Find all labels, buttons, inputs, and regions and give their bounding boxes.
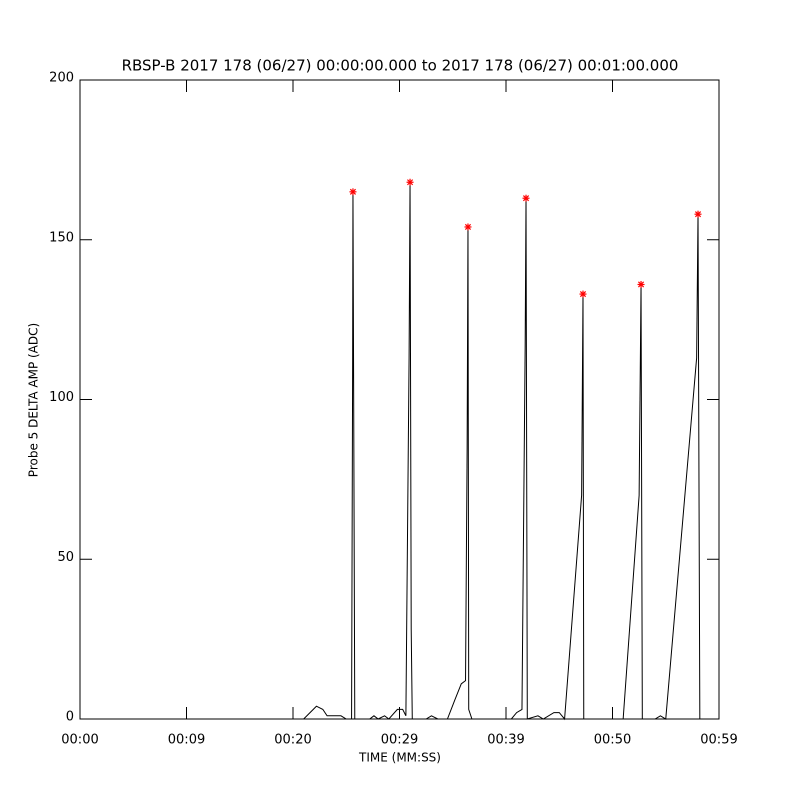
y-tick-label: 50: [57, 550, 74, 565]
peak-marker: [464, 223, 472, 231]
star-stroke: [406, 179, 414, 186]
y-tick-label: 100: [49, 390, 74, 405]
peak-marker: [522, 194, 530, 202]
x-tick-label: 00:39: [487, 733, 524, 748]
peak-marker: [579, 290, 587, 298]
y-axis-label: Probe 5 DELTA AMP (ADC): [27, 323, 41, 477]
star-stroke: [694, 211, 702, 218]
peak-marker: [637, 280, 645, 288]
x-tick-label: 00:59: [700, 733, 737, 748]
chart-title: RBSP-B 2017 178 (06/27) 00:00:00.000 to …: [122, 57, 679, 75]
star-stroke: [637, 281, 645, 288]
y-tick-label: 200: [49, 71, 74, 86]
x-tick-label: 00:50: [594, 733, 631, 748]
star-stroke: [464, 223, 472, 231]
x-tick-label: 00:00: [61, 733, 98, 748]
x-tick-label: 00:09: [168, 733, 205, 748]
x-tick-label: 00:20: [274, 733, 311, 748]
star-stroke: [579, 291, 587, 298]
peak-marker: [406, 178, 414, 186]
peak-marker: [694, 210, 702, 218]
y-tick-label: 150: [49, 230, 74, 245]
x-tick-label: 00:29: [381, 733, 418, 748]
star-stroke: [522, 195, 530, 202]
star-stroke: [349, 188, 357, 195]
x-axis-label: TIME (MM:SS): [358, 751, 441, 765]
y-tick-label: 0: [66, 710, 74, 725]
peak-marker: [349, 188, 357, 196]
